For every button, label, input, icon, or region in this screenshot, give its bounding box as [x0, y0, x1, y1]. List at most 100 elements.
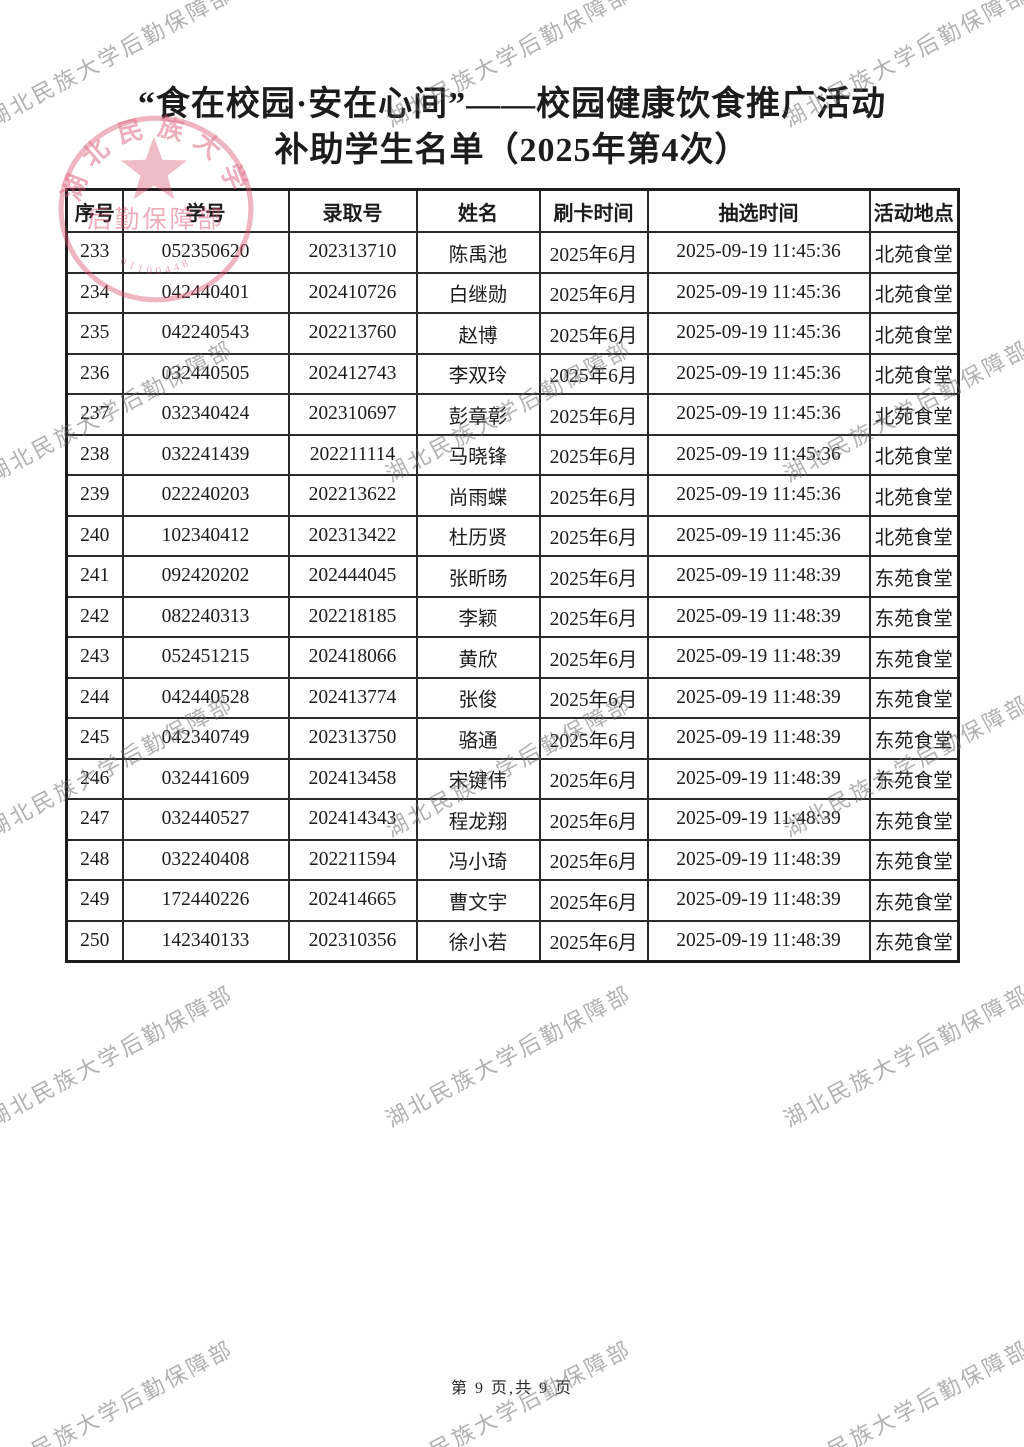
cell-index: 245 [65, 717, 124, 760]
cell-admission-no: 202313750 [287, 717, 418, 760]
cell-index: 242 [65, 595, 124, 638]
table-row: 244 042440528 202413774 张俊 2025年6月 2025-09-19… [65, 676, 960, 719]
cell-index: 240 [65, 514, 124, 557]
cell-student-id: 032340424 [121, 393, 290, 436]
cell-name: 白继勋 [415, 271, 541, 314]
cell-student-id: 032441609 [121, 757, 290, 800]
table-row: 236 032440505 202412743 李双玲 2025年6月 2025-09-1… [65, 352, 960, 395]
table-row: 249 172440226 202414665 曹文宇 2025年6月 2025-09-1… [65, 879, 960, 922]
column-header-location: 活动地点 [868, 188, 960, 233]
cell-student-id: 042240543 [121, 312, 290, 355]
cell-swipe-time: 2025年6月 [538, 757, 649, 800]
cell-student-id: 042440528 [121, 676, 290, 719]
table-row: 246 032441609 202413458 宋键伟 2025年6月 2025-09-1… [65, 757, 960, 800]
cell-swipe-time: 2025年6月 [538, 717, 649, 760]
cell-location: 东苑食堂 [868, 798, 960, 841]
cell-admission-no: 202444045 [287, 555, 418, 598]
student-table-container: 序号 学号 录取号 姓名 刷卡时间 抽选时间 活动地点 233 052350620 202313… [65, 188, 960, 963]
cell-name: 骆通 [415, 717, 541, 760]
cell-admission-no: 202414343 [287, 798, 418, 841]
cell-admission-no: 202413458 [287, 757, 418, 800]
table-row: 237 032340424 202310697 彭章彰 2025年6月 2025-09-1… [65, 393, 960, 436]
cell-admission-no: 202413774 [287, 676, 418, 719]
cell-location: 北苑食堂 [868, 474, 960, 517]
cell-draw-time: 2025-09-19 11:45:36 [646, 433, 871, 476]
cell-admission-no: 202310697 [287, 393, 418, 436]
cell-student-id: 092420202 [121, 555, 290, 598]
cell-student-id: 172440226 [121, 879, 290, 922]
cell-student-id: 142340133 [121, 919, 290, 963]
cell-student-id: 082240313 [121, 595, 290, 638]
cell-admission-no: 202410726 [287, 271, 418, 314]
cell-index: 233 [65, 231, 124, 274]
cell-swipe-time: 2025年6月 [538, 595, 649, 638]
cell-admission-no: 202213760 [287, 312, 418, 355]
table-row: 238 032241439 202211114 马晓锋 2025年6月 2025-09-1… [65, 433, 960, 476]
cell-name: 程龙翔 [415, 798, 541, 841]
cell-name: 尚雨蝶 [415, 474, 541, 517]
cell-draw-time: 2025-09-19 11:45:36 [646, 271, 871, 314]
table-row: 243 052451215 202418066 黄欣 2025年6月 2025-09-19… [65, 636, 960, 679]
table-row: 235 042240543 202213760 赵博 2025年6月 2025-09-19… [65, 312, 960, 355]
cell-admission-no: 202313710 [287, 231, 418, 274]
cell-student-id: 042440401 [121, 271, 290, 314]
column-header-index: 序号 [65, 188, 124, 233]
cell-admission-no: 202313422 [287, 514, 418, 557]
cell-location: 东苑食堂 [868, 595, 960, 638]
cell-student-id: 032440505 [121, 352, 290, 395]
cell-location: 东苑食堂 [868, 879, 960, 922]
cell-location: 东苑食堂 [868, 838, 960, 881]
cell-location: 东苑食堂 [868, 757, 960, 800]
table-row: 248 032240408 202211594 冯小琦 2025年6月 2025-09-1… [65, 838, 960, 881]
column-header-name: 姓名 [415, 188, 541, 233]
cell-swipe-time: 2025年6月 [538, 352, 649, 395]
cell-location: 北苑食堂 [868, 271, 960, 314]
title-line-1: “食在校园·安在心间”——校园健康饮食推广活动 [137, 86, 887, 123]
student-subsidy-table: 序号 学号 录取号 姓名 刷卡时间 抽选时间 活动地点 233 052350620 202313… [65, 188, 960, 963]
cell-admission-no: 202310356 [287, 919, 418, 963]
cell-draw-time: 2025-09-19 11:45:36 [646, 312, 871, 355]
cell-student-id: 032440527 [121, 798, 290, 841]
cell-location: 东苑食堂 [868, 919, 960, 963]
cell-name: 张昕旸 [415, 555, 541, 598]
cell-name: 李双玲 [415, 352, 541, 395]
cell-name: 陈禹池 [415, 231, 541, 274]
cell-draw-time: 2025-09-19 11:48:39 [646, 757, 871, 800]
cell-name: 马晓锋 [415, 433, 541, 476]
cell-name: 徐小若 [415, 919, 541, 963]
title-line-2: 补助学生名单（2025年第4次） [274, 132, 750, 169]
cell-index: 237 [65, 393, 124, 436]
cell-name: 彭章彰 [415, 393, 541, 436]
column-header-swipe-time: 刷卡时间 [538, 188, 649, 233]
cell-draw-time: 2025-09-19 11:45:36 [646, 514, 871, 557]
cell-name: 李颖 [415, 595, 541, 638]
cell-draw-time: 2025-09-19 11:45:36 [646, 393, 871, 436]
cell-location: 东苑食堂 [868, 555, 960, 598]
cell-draw-time: 2025-09-19 11:48:39 [646, 919, 871, 963]
cell-index: 250 [65, 919, 124, 963]
cell-index: 247 [65, 798, 124, 841]
cell-name: 曹文宇 [415, 879, 541, 922]
table-row: 242 082240313 202218185 李颖 2025年6月 2025-09-19… [65, 595, 960, 638]
table-row: 233 052350620 202313710 陈禹池 2025年6月 2025-09-1… [65, 231, 960, 274]
cell-index: 235 [65, 312, 124, 355]
column-header-draw-time: 抽选时间 [646, 188, 871, 233]
column-header-admission-no: 录取号 [287, 188, 418, 233]
cell-admission-no: 202412743 [287, 352, 418, 395]
cell-draw-time: 2025-09-19 11:45:36 [646, 231, 871, 274]
cell-admission-no: 202414665 [287, 879, 418, 922]
table-row: 247 032440527 202414343 程龙翔 2025年6月 2025-09-1… [65, 798, 960, 841]
cell-student-id: 102340412 [121, 514, 290, 557]
cell-location: 北苑食堂 [868, 393, 960, 436]
cell-swipe-time: 2025年6月 [538, 676, 649, 719]
document-title: “食在校园·安在心间”——校园健康饮食推广活动 补助学生名单（2025年第4次） [0, 82, 1024, 174]
page-number-footer: 第 9 页,共 9 页 [450, 1380, 573, 1397]
cell-index: 244 [65, 676, 124, 719]
cell-swipe-time: 2025年6月 [538, 919, 649, 963]
cell-index: 246 [65, 757, 124, 800]
cell-student-id: 032241439 [121, 433, 290, 476]
cell-name: 宋键伟 [415, 757, 541, 800]
cell-index: 239 [65, 474, 124, 517]
cell-location: 北苑食堂 [868, 352, 960, 395]
cell-student-id: 022240203 [121, 474, 290, 517]
